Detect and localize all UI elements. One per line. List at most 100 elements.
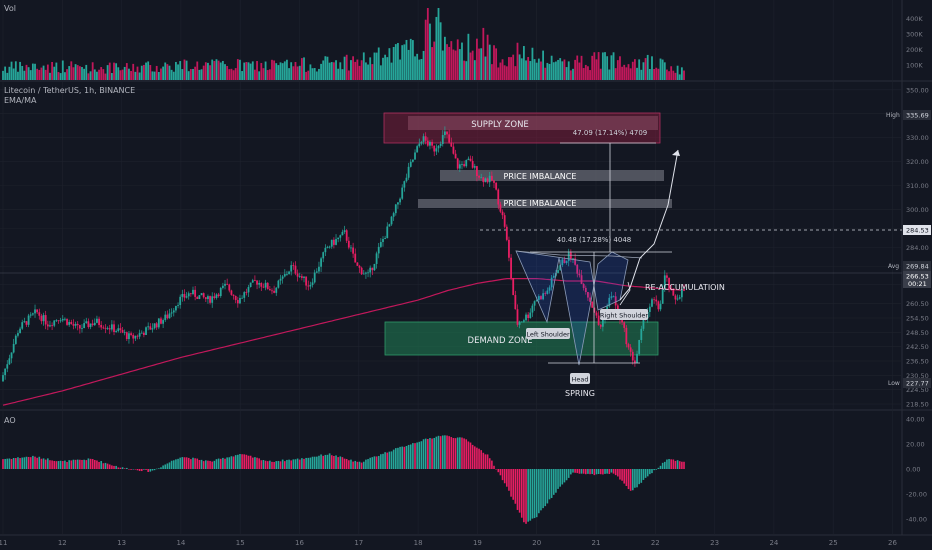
price-tick-label: 350.00 — [906, 86, 929, 94]
volume-bar — [653, 68, 656, 80]
projection-arrow[interactable] — [619, 149, 679, 301]
ao-bar — [213, 460, 216, 469]
ao-bar — [529, 469, 532, 521]
candle-body — [416, 146, 419, 153]
ao-bar — [463, 438, 465, 469]
time-axis[interactable]: 11 12 13 14 15 16 17 18 19 20 21 22 23 24 25 26 — [0, 539, 897, 547]
candle-body — [465, 160, 468, 167]
ao-bar — [407, 444, 410, 469]
ao-bar — [313, 456, 316, 469]
current-price-value: 266.53 — [906, 273, 929, 281]
candle-body — [399, 198, 401, 203]
ao-bar — [254, 457, 256, 469]
head-tag[interactable]: Head — [572, 376, 589, 384]
ao-bar — [326, 454, 329, 469]
ao-bar — [234, 455, 237, 469]
ao-bar — [552, 469, 555, 495]
left-shoulder-tag[interactable]: Left Shoulder — [526, 331, 570, 339]
volume-bar — [527, 57, 530, 80]
price-axis[interactable]: 350.00340.00330.00320.00310.00300.00292.… — [906, 86, 929, 408]
volume-bar — [55, 62, 58, 80]
volume-bar — [407, 49, 410, 80]
ao-bar — [384, 452, 386, 469]
ao-bar — [260, 460, 263, 469]
price-imbalance-box-2[interactable] — [418, 199, 672, 208]
ao-bar — [168, 462, 171, 469]
candle-body — [83, 323, 86, 329]
candle-body — [140, 332, 143, 334]
volume-bar — [128, 68, 130, 80]
ao-bar — [258, 458, 260, 469]
price-tick-label: 254.50 — [906, 314, 929, 322]
volume-bar — [283, 61, 286, 80]
candle-body — [350, 247, 352, 249]
ao-bar — [367, 459, 369, 469]
demand-zone-box[interactable] — [384, 321, 659, 356]
indicator-title[interactable]: EMA/MA — [4, 96, 37, 105]
volume-bar — [245, 61, 248, 80]
candle-body — [232, 294, 235, 296]
candle-body — [55, 320, 58, 322]
volume-bar — [608, 69, 611, 80]
candle-body — [132, 334, 135, 339]
ao-bar — [316, 456, 318, 469]
ao-bar — [375, 456, 378, 469]
volume-bar — [224, 64, 226, 80]
volume-bar — [59, 73, 62, 80]
volume-bar — [61, 60, 64, 80]
volume-bar — [36, 68, 39, 80]
candle-body — [431, 141, 433, 146]
ao-bar — [678, 461, 681, 469]
volume-bar — [4, 66, 7, 80]
volume-bar — [548, 63, 551, 80]
ao-bar — [663, 461, 666, 469]
volume-bar — [93, 69, 96, 80]
candle-body — [38, 312, 41, 316]
volume-bar — [595, 59, 598, 80]
price-imbalance-box-1[interactable] — [440, 170, 664, 181]
candle-body — [608, 297, 611, 307]
right-shoulder-tag[interactable]: Right Shoulder — [600, 312, 648, 320]
candle-body — [508, 239, 510, 258]
volume-bar — [213, 61, 216, 80]
price-tick-label: 260.50 — [906, 300, 929, 308]
candle-body — [243, 292, 246, 298]
volume-bar — [471, 50, 474, 80]
volume-bar — [439, 22, 442, 80]
ao-bar — [102, 463, 105, 469]
volume-bar — [535, 62, 538, 80]
ao-bar — [345, 458, 348, 469]
candle-body — [578, 273, 581, 276]
volume-bar — [463, 60, 466, 80]
volume-bar — [204, 62, 207, 80]
candle-body — [337, 237, 340, 240]
candle-body — [298, 276, 301, 277]
ao-bar — [23, 457, 26, 469]
ao-axis: 40.00 20.00 0.00 -20.00 -40.00 — [906, 416, 927, 524]
volume-bar — [668, 71, 670, 80]
volume-bar — [202, 65, 205, 80]
symbol-title[interactable]: Litecoin / TetherUS, 1h, BINANCE — [4, 86, 136, 95]
candle-body — [458, 164, 461, 169]
volume-bar — [540, 61, 542, 80]
ao-bar — [422, 439, 425, 469]
volume-bar — [132, 63, 135, 80]
candle-body — [625, 327, 628, 345]
volume-bar — [578, 62, 581, 80]
candle-body — [473, 166, 476, 168]
ao-bar — [333, 455, 335, 469]
volume-bar — [403, 44, 406, 80]
ao-pane-title[interactable]: AO — [4, 416, 16, 425]
volume-bar — [268, 69, 271, 80]
volume-bar — [384, 54, 387, 80]
volume-bar — [478, 48, 480, 80]
candle-body — [219, 287, 222, 297]
ao-bar — [222, 457, 224, 469]
ao-bar — [589, 469, 591, 475]
candle-body — [294, 265, 297, 274]
ao-bar — [106, 463, 109, 469]
ao-bar — [683, 461, 685, 469]
volume-bar — [219, 62, 222, 80]
ao-bar — [508, 469, 510, 491]
